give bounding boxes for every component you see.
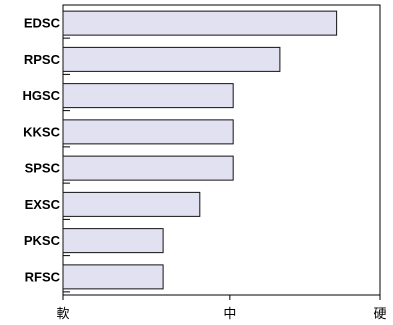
bar-exsc	[62, 191, 201, 217]
category-labels: EDSC RPSC HGSC KKSC SPSC EXSC PKSC RFSC	[22, 16, 60, 285]
bar-kksc	[62, 119, 234, 145]
bar-rfsc	[62, 264, 164, 290]
bar-edsc	[62, 10, 338, 36]
category-label-exsc: EXSC	[25, 197, 61, 212]
bar-spsc	[62, 155, 234, 181]
category-label-rpsc: RPSC	[24, 52, 61, 67]
x-tick-label: 中	[223, 307, 236, 322]
category-label-rfsc: RFSC	[25, 269, 61, 284]
plot-frame	[62, 4, 381, 296]
bars	[62, 10, 338, 290]
x-tick-label: 硬	[373, 307, 386, 322]
x-axis: 軟中硬	[56, 295, 387, 322]
minor-ticks	[63, 37, 70, 293]
bar-rpsc	[62, 46, 281, 72]
bar-hgsc	[62, 83, 234, 109]
category-label-spsc: SPSC	[25, 161, 61, 176]
bar-pksc	[62, 228, 164, 254]
category-label-kksc: KKSC	[23, 124, 60, 139]
category-label-pksc: PKSC	[24, 233, 61, 248]
category-label-edsc: EDSC	[24, 16, 61, 31]
category-label-hgsc: HGSC	[22, 88, 60, 103]
x-tick-label: 軟	[56, 306, 69, 322]
